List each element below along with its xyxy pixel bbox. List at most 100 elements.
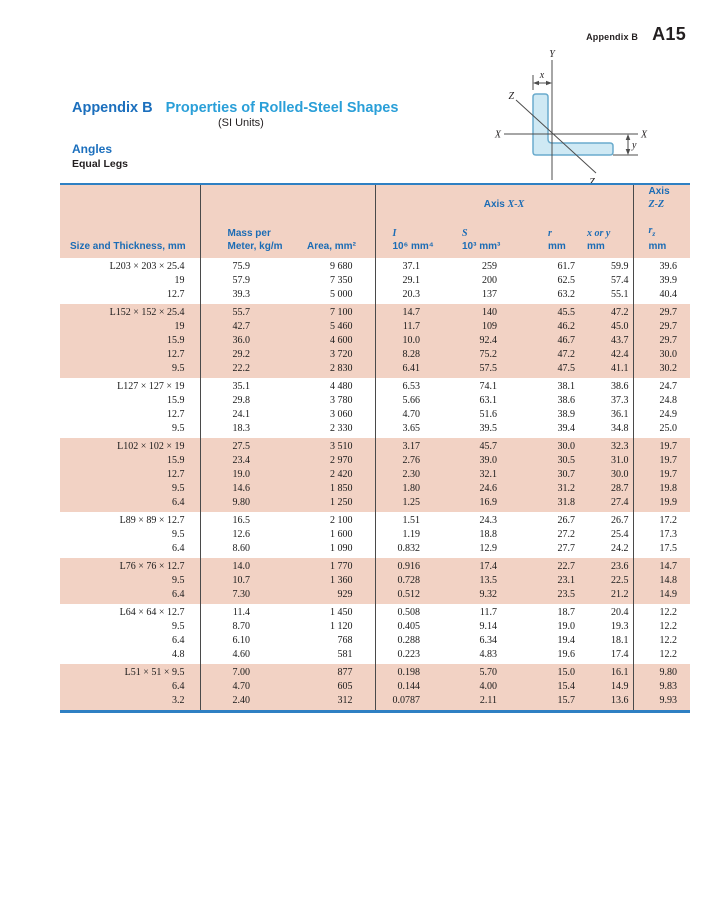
table-cell: 38.6	[557, 395, 576, 406]
table-cell: 2 100	[285, 512, 376, 528]
table-cell: 39.4	[557, 423, 576, 434]
table-cell: 605	[285, 680, 376, 694]
table-cell: 12.9	[479, 543, 498, 554]
table-cell: 1 450	[285, 604, 376, 620]
table-cell: 59.9	[580, 258, 634, 274]
table-cell: 29.2	[232, 349, 251, 360]
table-cell: 38.1	[557, 381, 576, 392]
table-cell: 16.9	[479, 497, 498, 508]
table-cell: 4 480	[285, 378, 376, 394]
table-cell: 6.4	[60, 496, 201, 512]
table-cell: 11.7	[402, 321, 420, 332]
table-cell: 9.32	[479, 589, 498, 600]
table-cell: 46.7	[557, 335, 576, 346]
table-cell: 36.1	[580, 408, 634, 422]
title-line: Appendix B Properties of Rolled-Steel Sh…	[72, 100, 492, 116]
table-cell: 2.11	[479, 695, 497, 706]
axis-xx-math: X-X	[507, 198, 525, 210]
table-cell: 15.9	[60, 334, 201, 348]
table-cell: 19.3	[580, 620, 634, 634]
x-axis-label-left: X	[494, 130, 502, 141]
table-cell: 15.9	[60, 454, 201, 468]
table-group: L102 × 102 × 19 27.5 3 510 3.17 45.7 30.0 32.3…	[60, 438, 691, 512]
table-cell: 2 970	[285, 454, 376, 468]
table-cell: 0.832	[397, 543, 421, 554]
table-cell: 9.5	[60, 422, 201, 438]
properties-table: Axis X-X Axis Z-Z Size and Thickness, mm…	[60, 183, 691, 713]
table-cell: 26.7	[557, 515, 576, 526]
table-cell: 14.9	[659, 589, 678, 600]
table-cell: 15.9	[60, 394, 201, 408]
table-cell: 312	[285, 694, 376, 712]
appendix-label: Appendix B	[72, 100, 153, 116]
table-cell: 30.7	[557, 469, 576, 480]
table-cell: 0.405	[397, 621, 421, 632]
table-cell: 19.7	[659, 469, 678, 480]
table-cell: 4.83	[479, 649, 498, 660]
table-cell: 15.4	[557, 681, 576, 692]
table-cell: 40.4	[659, 289, 678, 300]
table-cell: 30.5	[557, 455, 576, 466]
table-cell: 0.0787	[392, 695, 421, 706]
table-cell: 29.8	[232, 395, 251, 406]
table-row: 15.9 29.8 3 780 5.66 63.1 38.6 37.3 24.8	[60, 394, 690, 408]
table-row: 6.4 4.70 605 0.144 4.00 15.4 14.9 9.83	[60, 680, 690, 694]
table-cell: 12.2	[659, 621, 678, 632]
table-cell: 19.0	[232, 469, 251, 480]
table-cell: 25.0	[659, 423, 678, 434]
table-cell: 17.4	[580, 648, 634, 664]
table-cell: 768	[285, 634, 376, 648]
table-cell: 1.80	[402, 483, 421, 494]
table-cell: 55.7	[232, 307, 251, 318]
table-cell: 19.8	[659, 483, 678, 494]
table-cell: 9.5	[60, 362, 201, 378]
table-cell: 27.2	[557, 529, 576, 540]
table-cell: L51 × 51 × 9.5	[60, 664, 201, 680]
table-cell: 2.40	[232, 695, 251, 706]
y-dim-label: y	[631, 140, 637, 151]
table-cell: 6.34	[479, 635, 498, 646]
table-cell: 8.60	[232, 543, 251, 554]
table-group: L127 × 127 × 19 35.1 4 480 6.53 74.1 38.1 38.6…	[60, 378, 691, 438]
angle-section-diagram: Y Y X X Z Z x y	[494, 49, 648, 197]
table-cell: 24.2	[580, 542, 634, 558]
table-cell: 20.4	[580, 604, 634, 620]
table-cell: 14.9	[580, 680, 634, 694]
table-group: L152 × 152 × 25.4 55.7 7 100 14.7 140 45.5 47.…	[60, 304, 691, 378]
table-cell: 51.6	[479, 409, 498, 420]
table-cell: 3.17	[402, 441, 421, 452]
x-axis-label-right: X	[640, 130, 648, 141]
table-cell: 9.5	[60, 482, 201, 496]
table-cell: 37.1	[402, 261, 421, 272]
table-row: L203 × 203 × 25.4 75.9 9 680 37.1 259 61.7 59.…	[60, 258, 690, 274]
table-cell: 55.1	[580, 288, 634, 304]
table-header: Axis X-X Axis Z-Z Size and Thickness, mm…	[60, 184, 691, 258]
table-cell: 23.1	[557, 575, 576, 586]
table-cell: 17.5	[659, 543, 678, 554]
table-cell: 24.9	[659, 409, 678, 420]
table-cell: 18.3	[232, 423, 251, 434]
x-dim-arrow-left	[533, 80, 539, 86]
table-row: 6.4 9.80 1 250 1.25 16.9 31.8 27.4 19.9	[60, 496, 690, 512]
x-dim-label: x	[539, 70, 545, 81]
table-cell: 2 420	[285, 468, 376, 482]
table-cell: 28.7	[580, 482, 634, 496]
col-header-centroid-distance: x or y mm	[580, 212, 634, 258]
table-cell: 0.223	[397, 649, 421, 660]
table-cell: 19.6	[557, 649, 576, 660]
table-cell: 17.3	[659, 529, 678, 540]
table-cell: 10.7	[232, 575, 251, 586]
table-cell: 31.0	[580, 454, 634, 468]
table-cell: 14.7	[659, 561, 678, 572]
table-cell: 45.7	[479, 441, 498, 452]
table-cell: 14.0	[232, 561, 251, 572]
table-cell: 36.0	[232, 335, 251, 346]
table-cell: 12.7	[60, 408, 201, 422]
table-row: 6.4 7.30 929 0.512 9.32 23.5 21.2 14.9	[60, 588, 690, 604]
table-cell: 19	[60, 320, 201, 334]
table-cell: 2.30	[402, 469, 421, 480]
table-cell: 39.0	[479, 455, 498, 466]
table-cell: 1 120	[285, 620, 376, 634]
table-cell: 27.4	[580, 496, 634, 512]
table-cell: 3 720	[285, 348, 376, 362]
